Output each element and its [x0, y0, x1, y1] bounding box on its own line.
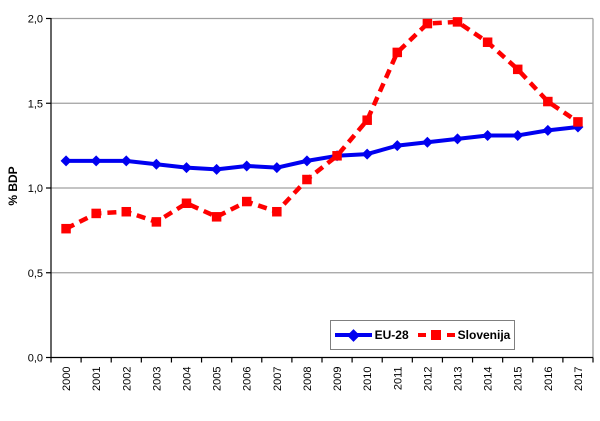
data-point-marker-slovenija — [512, 64, 523, 75]
x-tick-label: 2006 — [242, 367, 254, 391]
data-point-marker-slovenija — [181, 198, 192, 209]
data-point-marker-slovenija — [272, 206, 282, 217]
data-point-marker-slovenija — [332, 151, 342, 161]
data-point-marker-eu-28 — [421, 136, 433, 148]
data-point-marker-eu-28 — [482, 129, 494, 141]
legend-label-eu28: EU-28 — [374, 328, 409, 342]
x-tick-label: 2014 — [483, 366, 495, 390]
data-point-marker-eu-28 — [241, 160, 253, 172]
data-point-marker-slovenija — [211, 212, 222, 222]
data-point-marker-eu-28 — [90, 155, 102, 167]
x-tick-label: 2009 — [332, 367, 344, 391]
data-point-marker-slovenija — [61, 223, 71, 234]
legend-dash-sample — [446, 333, 455, 337]
x-tick-label: 2012 — [422, 367, 434, 391]
data-point-marker-slovenija — [362, 115, 372, 125]
series-line-slovenija — [65, 19, 580, 231]
data-point-marker-eu-28 — [361, 148, 373, 160]
x-tick-label: 2003 — [151, 367, 163, 391]
series-line-eu-28 — [66, 124, 579, 172]
data-point-marker-slovenija — [151, 217, 162, 227]
y-tick-label: 2,0 — [28, 14, 43, 26]
eu28-line-swatch — [334, 328, 372, 342]
square-marker-icon — [431, 330, 442, 340]
data-point-marker-eu-28 — [391, 140, 403, 152]
diamond-marker-icon — [346, 328, 360, 342]
data-point-marker-eu-28 — [211, 163, 223, 175]
data-point-marker-eu-28 — [271, 162, 283, 174]
data-point-marker-eu-28 — [60, 155, 72, 167]
data-point-marker-eu-28 — [150, 158, 162, 170]
x-tick-label: 2017 — [573, 367, 585, 391]
x-tick-label: 2015 — [513, 367, 525, 391]
data-point-marker-slovenija — [422, 18, 433, 29]
data-point-marker-slovenija — [241, 196, 252, 207]
data-point-marker-slovenija — [573, 117, 583, 127]
y-axis-title: % BDP — [6, 166, 20, 206]
y-tick-label: 1,5 — [28, 98, 43, 110]
x-tick-label: 2011 — [392, 367, 404, 391]
data-point-marker-slovenija — [452, 17, 463, 27]
data-point-marker-slovenija — [392, 47, 403, 58]
x-tick-label: 2010 — [362, 367, 374, 391]
x-tick-label: 2007 — [272, 367, 284, 391]
data-point-marker-eu-28 — [512, 129, 524, 141]
x-tick-label: 2008 — [302, 367, 314, 391]
legend-item-slovenija: Slovenija — [417, 328, 511, 342]
x-tick-label: 2005 — [212, 367, 224, 391]
y-tick-label: 0,5 — [28, 268, 43, 280]
data-point-marker-slovenija — [91, 208, 101, 219]
x-tick-label: 2000 — [61, 367, 73, 391]
legend-item-eu28: EU-28 — [334, 328, 409, 342]
x-tick-label: 2004 — [182, 367, 194, 391]
legend-box: EU-28 Slovenija — [330, 320, 515, 350]
slovenija-line-swatch — [417, 330, 455, 341]
x-tick-label: 2001 — [91, 367, 103, 391]
y-tick-label: 0,0 — [28, 353, 43, 365]
data-point-marker-slovenija — [302, 174, 312, 185]
legend-label-slovenija: Slovenija — [457, 328, 511, 342]
data-point-marker-slovenija — [482, 37, 493, 47]
data-point-marker-slovenija — [121, 206, 132, 217]
x-tick-label: 2002 — [121, 367, 133, 391]
data-point-marker-eu-28 — [542, 124, 554, 136]
data-point-marker-slovenija — [543, 96, 553, 107]
legend-dash-sample — [417, 333, 426, 337]
data-point-marker-eu-28 — [181, 162, 192, 174]
x-tick-label: 2013 — [453, 367, 465, 391]
data-point-marker-eu-28 — [120, 155, 132, 167]
data-point-marker-eu-28 — [452, 133, 463, 145]
data-point-marker-eu-28 — [301, 155, 313, 167]
x-tick-label: 2016 — [543, 367, 555, 391]
y-tick-label: 1,0 — [28, 183, 43, 195]
